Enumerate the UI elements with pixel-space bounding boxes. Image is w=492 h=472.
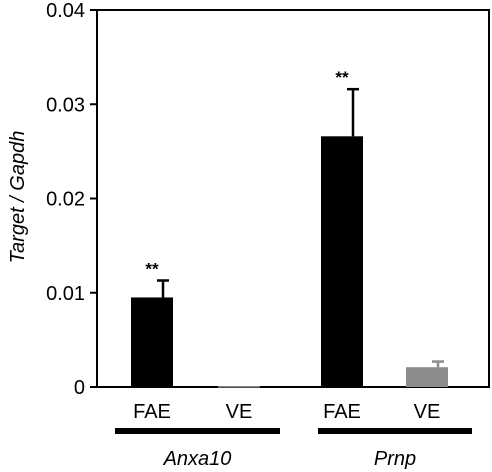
y-tick-label: 0 [74,377,85,399]
axes [90,9,490,434]
significance-marker: ** [145,259,159,278]
y-axis-label: Target / Gapdh [7,131,29,264]
group-label: Anxa10 [163,448,232,470]
labels: 0 0.01 0.02 0.03 0.04 ** FAE VE ** FAE VE Anxa10 Prn… [46,0,440,470]
y-tick-label: 0.01 [46,283,85,305]
y-tick-label: 0.04 [46,0,85,22]
group-label: Prnp [374,448,416,470]
bar [406,367,448,387]
y-tick-label: 0.03 [46,94,85,116]
bar [321,136,363,387]
significance-marker: ** [335,68,349,87]
bar [218,386,260,388]
x-tick-label: VE [226,401,253,423]
x-tick-label: FAE [133,401,171,423]
bars [131,87,448,388]
bar [131,297,173,387]
y-tick-label: 0.02 [46,189,85,211]
x-tick-label: FAE [323,401,361,423]
x-tick-label: VE [414,401,441,423]
